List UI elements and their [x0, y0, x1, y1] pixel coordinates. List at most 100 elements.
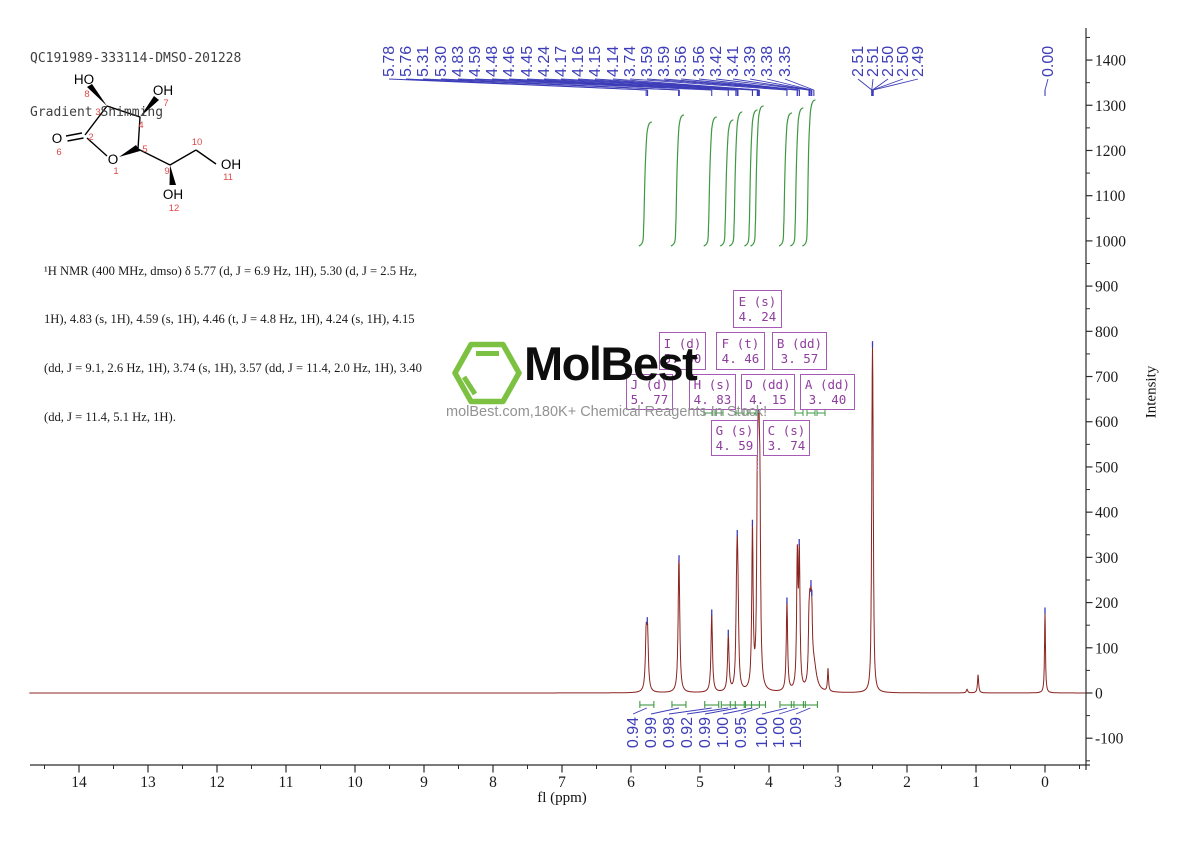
multiplet-box-label: J (d) — [630, 376, 669, 392]
svg-text:3.38: 3.38 — [759, 46, 776, 77]
svg-text:4.15: 4.15 — [587, 46, 604, 77]
svg-text:100: 100 — [1095, 640, 1119, 657]
svg-text:1.00: 1.00 — [715, 717, 732, 748]
multiplet-box: C (s) 3. 74 — [763, 420, 810, 456]
atom-number: 4 — [138, 120, 143, 131]
multiplet-box: H (s) 4. 83 — [689, 374, 736, 410]
multiplet-box-label: E (s) — [738, 293, 777, 309]
svg-text:13: 13 — [140, 774, 156, 791]
multiplet-box: A (dd) 3. 40 — [800, 374, 855, 410]
svg-text:3.56: 3.56 — [691, 46, 708, 77]
svg-text:12: 12 — [209, 774, 225, 791]
svg-text:4.17: 4.17 — [553, 46, 570, 77]
analysis-marks — [703, 410, 826, 471]
multiplet-box: I (d) 5. 30 — [659, 332, 706, 370]
integral-curves — [638, 99, 816, 247]
svg-text:3.35: 3.35 — [777, 46, 794, 77]
atom-number: 8 — [84, 89, 89, 100]
svg-text:2.50: 2.50 — [880, 46, 897, 77]
atom-label: O — [108, 152, 119, 167]
svg-text:1.09: 1.09 — [788, 717, 805, 748]
assignment-text: ¹H NMR (400 MHz, dmso) δ 5.77 (d, J = 6.… — [44, 230, 422, 458]
multiplet-box: E (s) 4. 24 — [733, 290, 782, 328]
svg-text:4.48: 4.48 — [484, 46, 501, 77]
atom-label: OH — [163, 187, 183, 202]
svg-text:4: 4 — [765, 774, 773, 791]
integral-labels: 0.94 0.99 0.98 0.92 0.99 1.00 0.95 1.00 1.00 1.09 — [625, 701, 818, 748]
atom-number: 1 — [113, 166, 118, 177]
svg-text:3.39: 3.39 — [742, 46, 759, 77]
svg-text:1200: 1200 — [1095, 143, 1126, 160]
svg-text:3.59: 3.59 — [639, 46, 656, 77]
watermark: MolBest molBest.com,180K+ Chemical Reage… — [446, 334, 776, 434]
atom-number: 7 — [163, 98, 168, 109]
multiplet-box-value: 3. 40 — [808, 392, 847, 407]
atom-number: 11 — [223, 172, 233, 183]
multiplet-box: J (d) 5. 77 — [626, 374, 673, 410]
multiplet-box-value: 3. 74 — [767, 438, 806, 453]
multiplet-box: F (t) 4. 46 — [716, 332, 765, 370]
svg-text:800: 800 — [1095, 324, 1119, 341]
svg-text:3.56: 3.56 — [673, 46, 690, 77]
svg-text:8: 8 — [489, 774, 497, 791]
svg-text:5.76: 5.76 — [398, 46, 415, 77]
atom-number: 5 — [142, 144, 147, 155]
y-axis: 1400130012001100100090080070060050040030… — [1085, 28, 1126, 770]
x-axis-title: fl (ppm) — [537, 790, 587, 806]
watermark-tagline: molBest.com,180K+ Chemical Reagents In S… — [446, 404, 768, 420]
multiplet-box-value: 4. 15 — [749, 392, 787, 407]
atom-label: O — [52, 131, 63, 146]
svg-text:5.30: 5.30 — [433, 46, 450, 77]
sample-id: QC191989-333114-DMSO-201228 — [30, 51, 242, 66]
assignment-line: 1H), 4.83 (s, 1H), 4.59 (s, 1H), 4.46 (t… — [44, 312, 415, 327]
svg-text:2.51: 2.51 — [865, 46, 882, 77]
svg-text:1.00: 1.00 — [771, 717, 788, 748]
multiplet-box: G (s) 4. 59 — [711, 420, 758, 456]
svg-text:5.78: 5.78 — [381, 46, 398, 77]
svg-text:4.24: 4.24 — [536, 46, 553, 77]
svg-text:5.31: 5.31 — [415, 46, 432, 77]
svg-text:0.98: 0.98 — [661, 717, 678, 748]
svg-text:9: 9 — [420, 774, 428, 791]
assignment-line: (dd, J = 9.1, 2.6 Hz, 1H), 3.74 (s, 1H),… — [44, 361, 422, 376]
svg-text:0.92: 0.92 — [679, 717, 696, 748]
hexagon-logo-icon — [452, 341, 522, 405]
svg-text:3.41: 3.41 — [725, 46, 742, 77]
multiplet-box: B (dd) 3. 57 — [772, 332, 827, 370]
atom-number: 2 — [88, 132, 93, 143]
svg-text:2.49: 2.49 — [910, 46, 927, 77]
watermark-brand: MolBest — [524, 337, 698, 390]
svg-text:0.99: 0.99 — [643, 717, 660, 748]
multiplet-box-value: 4. 24 — [738, 309, 777, 324]
svg-text:7: 7 — [558, 774, 566, 791]
atom-label: OH — [221, 157, 241, 172]
atom-number: 3 — [95, 107, 100, 118]
svg-text:10: 10 — [347, 774, 363, 791]
svg-text:600: 600 — [1095, 414, 1119, 431]
multiplet-box-value: 4. 59 — [715, 438, 754, 453]
svg-text:1.00: 1.00 — [754, 717, 771, 748]
svg-text:14: 14 — [71, 774, 87, 791]
y-axis-title: Intensity — [1143, 365, 1160, 419]
multiplet-box-label: C (s) — [767, 422, 806, 438]
multiplet-box-value: 4. 83 — [693, 392, 732, 407]
assignment-line: (dd, J = 11.4, 5.1 Hz, 1H). — [44, 410, 176, 425]
atom-number: 12 — [169, 203, 180, 214]
svg-text:2.50: 2.50 — [895, 46, 912, 77]
svg-text:2.51: 2.51 — [850, 46, 867, 77]
multiplet-box-label: D (dd) — [745, 376, 791, 392]
svg-text:4.45: 4.45 — [519, 46, 536, 77]
assignment-line: ¹H NMR (400 MHz, dmso) δ 5.77 (d, J = 6.… — [44, 263, 418, 278]
spectrum-trace — [29, 346, 1086, 694]
svg-text:0.99: 0.99 — [697, 717, 714, 748]
svg-text:2: 2 — [903, 774, 911, 791]
svg-text:6: 6 — [627, 774, 635, 791]
atom-number: 6 — [56, 147, 61, 158]
svg-text:300: 300 — [1095, 550, 1119, 567]
svg-text:5: 5 — [696, 774, 704, 791]
svg-text:3.74: 3.74 — [622, 46, 639, 77]
svg-text:-100: -100 — [1095, 731, 1124, 748]
